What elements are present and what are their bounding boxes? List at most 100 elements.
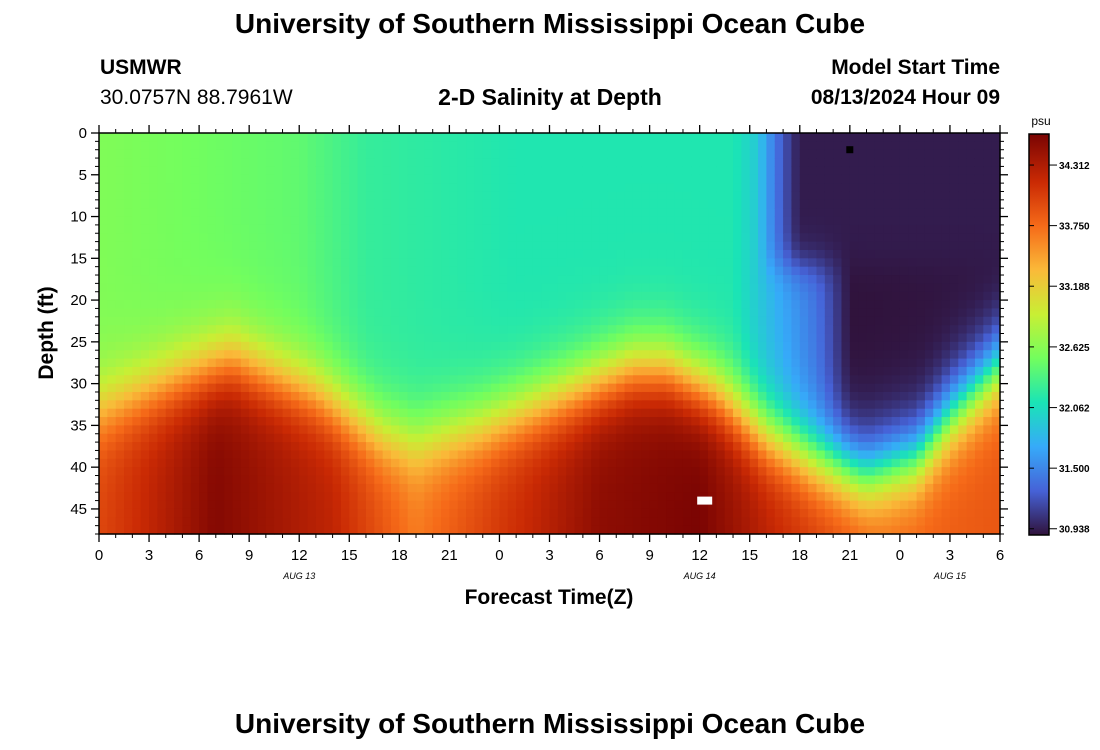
heatmap-cell — [733, 517, 742, 527]
heatmap-cell — [257, 224, 267, 234]
heatmap-cell — [290, 291, 300, 301]
heatmap-cell — [933, 275, 943, 284]
heatmap-cell — [199, 166, 209, 176]
heatmap-cell — [908, 350, 918, 360]
heatmap-cell — [474, 199, 484, 209]
heatmap-cell — [307, 492, 317, 502]
heatmap-cell — [357, 450, 367, 460]
heatmap-cell — [924, 408, 934, 418]
heatmap-cell — [407, 199, 417, 209]
heatmap-cell — [265, 133, 275, 142]
heatmap-cell — [733, 174, 742, 184]
heatmap-cell — [215, 417, 225, 426]
heatmap-cell — [758, 266, 767, 276]
heatmap-cell — [449, 483, 459, 493]
heatmap-cell — [449, 233, 459, 243]
heatmap-cell — [257, 366, 267, 376]
heatmap-cell — [282, 266, 292, 276]
heatmap-cell — [674, 467, 684, 477]
heatmap-cell — [441, 492, 450, 502]
heatmap-cell — [207, 316, 217, 326]
heatmap-cell — [249, 158, 259, 168]
heatmap-cell — [916, 158, 926, 168]
heatmap-cell — [232, 442, 242, 452]
heatmap-cell — [541, 241, 551, 251]
heatmap-cell — [591, 450, 601, 460]
heatmap-cell — [849, 450, 859, 460]
heatmap-cell — [741, 174, 751, 184]
heatmap-cell — [307, 300, 317, 310]
heatmap-cell — [824, 241, 834, 251]
heatmap-cell — [657, 483, 667, 493]
heatmap-cell — [507, 492, 517, 502]
heatmap-cell — [783, 174, 793, 184]
heatmap-cell — [908, 191, 918, 201]
heatmap-cell — [699, 133, 709, 142]
heatmap-cell — [124, 174, 133, 184]
heatmap-cell — [332, 483, 342, 493]
heatmap-cell — [549, 141, 559, 151]
heatmap-cell — [958, 467, 968, 477]
heatmap-cell — [899, 358, 909, 368]
heatmap-cell — [382, 458, 392, 468]
heatmap-cell — [449, 241, 459, 251]
heatmap-cell — [332, 467, 342, 477]
heatmap-cell — [516, 141, 526, 151]
heatmap-cell — [824, 358, 834, 368]
heatmap-cell — [365, 475, 375, 485]
heatmap-cell — [424, 500, 434, 510]
heatmap-cell — [724, 183, 734, 193]
heatmap-cell — [908, 425, 918, 435]
station-id: USMWR — [100, 56, 182, 79]
heatmap-cell — [382, 283, 392, 293]
heatmap-cell — [466, 500, 476, 510]
heatmap-cell — [115, 266, 125, 276]
heatmap-cell — [899, 366, 909, 376]
heatmap-cell — [199, 517, 209, 527]
heatmap-cell — [682, 199, 692, 209]
heatmap-cell — [833, 425, 843, 435]
heatmap-cell — [374, 442, 384, 452]
heatmap-cell — [441, 333, 450, 343]
heatmap-cell — [833, 149, 843, 159]
heatmap-cell — [599, 408, 609, 418]
heatmap-cell — [265, 383, 275, 393]
heatmap-cell — [874, 266, 884, 276]
heatmap-cell — [532, 224, 542, 234]
heatmap-cell — [482, 417, 492, 426]
heatmap-cell — [340, 158, 350, 168]
heatmap-cell — [557, 433, 567, 443]
heatmap-cell — [549, 258, 559, 268]
heatmap-cell — [541, 266, 551, 276]
heatmap-cell — [132, 483, 142, 493]
heatmap-cell — [866, 492, 876, 502]
heatmap-cell — [899, 450, 909, 460]
heatmap-cell — [574, 191, 584, 201]
heatmap-cell — [674, 283, 684, 293]
heatmap-cell — [315, 158, 325, 168]
heatmap-cell — [274, 391, 284, 401]
heatmap-cell — [657, 341, 667, 351]
heatmap-cell — [224, 508, 234, 518]
heatmap-cell — [874, 483, 884, 493]
heatmap-cell — [908, 283, 918, 293]
heatmap-cell — [549, 216, 559, 226]
heatmap-cell — [774, 450, 784, 460]
heatmap-cell — [124, 291, 133, 301]
heatmap-cell — [165, 417, 175, 426]
heatmap-cell — [891, 517, 901, 527]
heatmap-cell — [933, 475, 943, 485]
heatmap-cell — [816, 475, 826, 485]
heatmap-cell — [566, 258, 576, 268]
heatmap-cell — [891, 467, 901, 477]
heatmap-cell — [933, 525, 943, 535]
heatmap-cell — [491, 433, 501, 443]
heatmap-cell — [549, 425, 559, 435]
heatmap-cell — [616, 183, 626, 193]
heatmap-cell — [724, 433, 734, 443]
heatmap-cell — [307, 458, 317, 468]
heatmap-cell — [733, 141, 742, 151]
heatmap-cell — [566, 383, 576, 393]
heatmap-cell — [124, 300, 133, 310]
heatmap-cell — [958, 425, 968, 435]
